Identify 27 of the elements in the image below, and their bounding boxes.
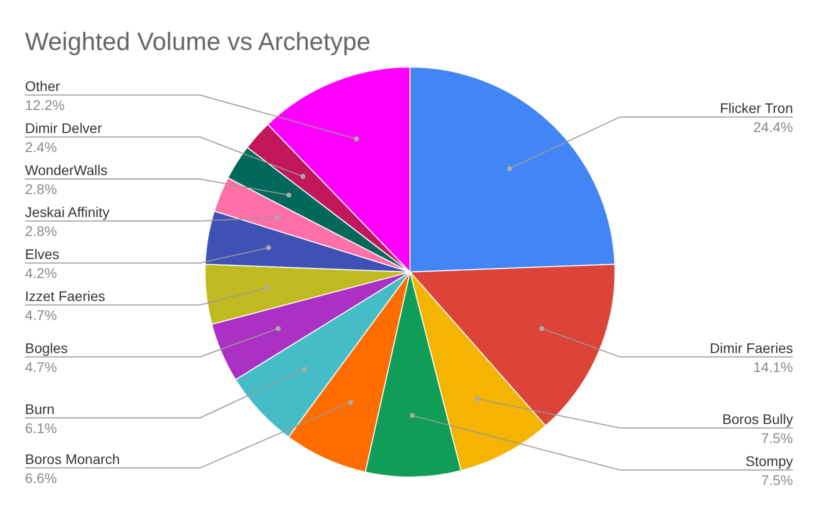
slice-label: Elves [25, 246, 60, 262]
slice-label: Izzet Faeries [25, 288, 106, 304]
data-label: 14.1% [753, 358, 793, 375]
data-label: 6.1% [25, 420, 57, 436]
data-label: 7.5% [761, 430, 793, 446]
slice-label: Other [25, 78, 60, 94]
data-label: 6.6% [25, 470, 57, 486]
data-label: 4.7% [25, 307, 57, 323]
slice-label: WonderWalls [25, 162, 108, 178]
slice-label: Dimir Faeries [710, 340, 793, 356]
data-label: 2.8% [25, 223, 57, 239]
chart-title: Weighted Volume vs Archetype [25, 28, 371, 56]
data-label: 7.5% [761, 472, 793, 488]
data-label: 12.2% [25, 97, 65, 113]
data-label: 2.8% [25, 181, 57, 197]
slice-label: Flicker Tron [720, 100, 793, 116]
data-label: 4.2% [25, 265, 57, 281]
slice-label: Burn [25, 400, 55, 417]
slice-label: Stompy [746, 453, 793, 469]
data-label: 4.7% [25, 358, 57, 375]
slice-label: Boros Monarch [25, 450, 120, 467]
slice-label: Jeskai Affinity [25, 204, 110, 220]
slice-label: Bogles [25, 340, 68, 356]
slice-label: Boros Bully [722, 411, 793, 427]
data-label: 2.4% [25, 139, 57, 155]
data-label: 24.4% [753, 118, 793, 135]
slice-label: Dimir Delver [25, 120, 102, 136]
